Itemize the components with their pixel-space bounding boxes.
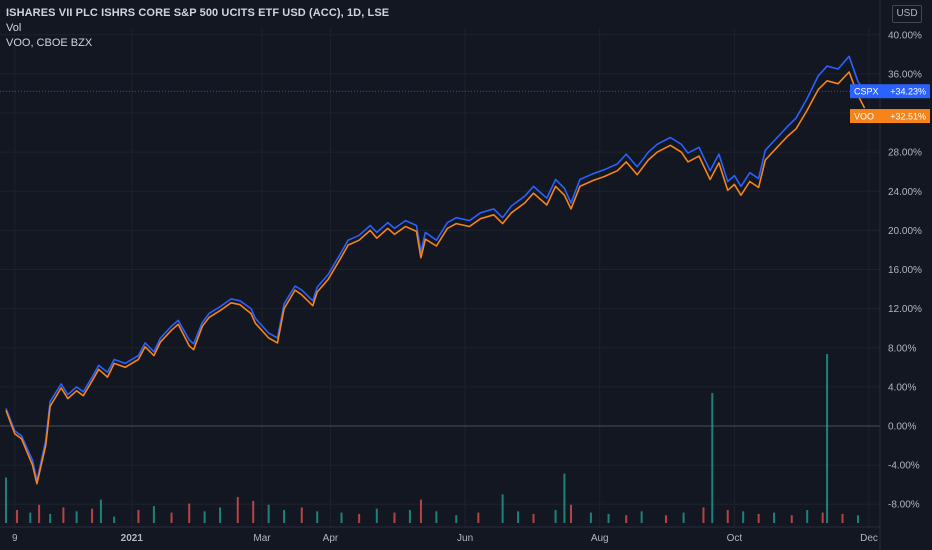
volume-bar bbox=[570, 504, 573, 523]
volume-bar bbox=[152, 506, 155, 523]
volume-bar bbox=[170, 512, 173, 523]
volume-bar bbox=[711, 393, 714, 523]
y-tick-label: 0.00% bbox=[888, 422, 916, 433]
volume-bar bbox=[501, 494, 504, 523]
volume-bar bbox=[219, 507, 222, 523]
volume-bar bbox=[790, 515, 793, 523]
volume-bar bbox=[393, 512, 396, 523]
volume-bar bbox=[757, 513, 760, 523]
volume-bar bbox=[62, 507, 65, 523]
volume-bar bbox=[455, 515, 458, 523]
volume-bar bbox=[607, 513, 610, 523]
series-last-value-label: +32.51% bbox=[890, 112, 926, 122]
volume-indicator-label[interactable]: Vol bbox=[6, 22, 22, 34]
y-tick-label: 28.00% bbox=[888, 148, 922, 159]
y-tick-label: 24.00% bbox=[888, 187, 922, 198]
y-tick-label: 12.00% bbox=[888, 304, 922, 315]
volume-bar bbox=[435, 511, 438, 523]
volume-bar bbox=[773, 512, 776, 523]
last-value-badge-voo bbox=[850, 109, 930, 124]
volume-bar bbox=[29, 512, 32, 523]
y-tick-label: -8.00% bbox=[888, 500, 920, 511]
volume-bar bbox=[99, 499, 102, 523]
volume-bar bbox=[419, 499, 422, 523]
volume-bar bbox=[203, 511, 206, 523]
volume-bar bbox=[267, 504, 270, 523]
x-tick-label: Apr bbox=[323, 533, 339, 544]
y-tick-label: 40.00% bbox=[888, 30, 922, 41]
y-tick-label: -4.00% bbox=[888, 461, 920, 472]
x-tick-label: Aug bbox=[591, 533, 609, 544]
x-tick-label: Dec bbox=[860, 533, 878, 544]
volume-bar bbox=[625, 515, 628, 523]
volume-bar bbox=[826, 354, 829, 523]
volume-bar bbox=[340, 512, 343, 523]
volume-bar bbox=[563, 473, 566, 523]
series-last-value-label: +34.23% bbox=[890, 87, 926, 97]
volume-bar bbox=[316, 511, 319, 523]
volume-bar bbox=[640, 511, 643, 523]
volume-bar bbox=[589, 512, 592, 523]
volume-bar bbox=[358, 513, 361, 523]
volume-bar bbox=[113, 516, 116, 523]
compare-symbol-label[interactable]: VOO, CBOE BZX bbox=[6, 37, 93, 49]
series-name-label: VOO bbox=[854, 112, 874, 122]
series-name-label: CSPX bbox=[854, 87, 879, 97]
symbol-title[interactable]: ISHARES VII PLC ISHRS CORE S&P 500 UCITS… bbox=[6, 7, 390, 19]
x-tick-label: 2021 bbox=[121, 533, 144, 544]
y-tick-label: 20.00% bbox=[888, 226, 922, 237]
volume-bar bbox=[856, 515, 859, 523]
volume-bar bbox=[517, 511, 520, 523]
volume-bar bbox=[283, 510, 286, 523]
x-tick-label: Mar bbox=[253, 533, 271, 544]
volume-bar bbox=[91, 508, 94, 523]
volume-bar bbox=[702, 507, 705, 523]
volume-bar bbox=[75, 511, 78, 523]
volume-bar bbox=[188, 503, 191, 523]
volume-bar bbox=[137, 510, 140, 523]
volume-bar bbox=[554, 510, 557, 523]
y-tick-label: 36.00% bbox=[888, 69, 922, 80]
volume-bar bbox=[375, 508, 378, 523]
last-value-badge-cspx bbox=[850, 84, 930, 99]
x-tick-label: Oct bbox=[727, 533, 743, 544]
y-tick-label: 8.00% bbox=[888, 343, 916, 354]
volume-bar bbox=[49, 513, 52, 523]
volume-bar bbox=[841, 513, 844, 523]
legend-header: ISHARES VII PLC ISHRS CORE S&P 500 UCITS… bbox=[6, 6, 389, 51]
series-line-cspx bbox=[5, 55, 866, 482]
y-tick-label: 16.00% bbox=[888, 265, 922, 276]
volume-bar bbox=[664, 515, 667, 523]
x-tick-label: Jun bbox=[457, 533, 473, 544]
volume-bar bbox=[300, 507, 303, 523]
volume-bar bbox=[16, 510, 19, 523]
volume-bar bbox=[806, 510, 809, 523]
volume-bar bbox=[532, 513, 535, 523]
volume-bar bbox=[821, 512, 824, 523]
volume-bar bbox=[252, 500, 255, 523]
volume-bar bbox=[38, 504, 41, 523]
volume-bar bbox=[408, 510, 411, 523]
currency-button[interactable]: USD bbox=[892, 5, 922, 23]
series-line-voo bbox=[5, 71, 866, 485]
volume-bar bbox=[742, 511, 745, 523]
volume-bar bbox=[477, 512, 480, 523]
x-tick-label: 9 bbox=[12, 533, 18, 544]
volume-bar bbox=[5, 477, 7, 523]
volume-bar bbox=[726, 510, 729, 523]
volume-bar bbox=[236, 497, 239, 523]
volume-bar bbox=[682, 512, 685, 523]
y-tick-label: 4.00% bbox=[888, 382, 916, 393]
